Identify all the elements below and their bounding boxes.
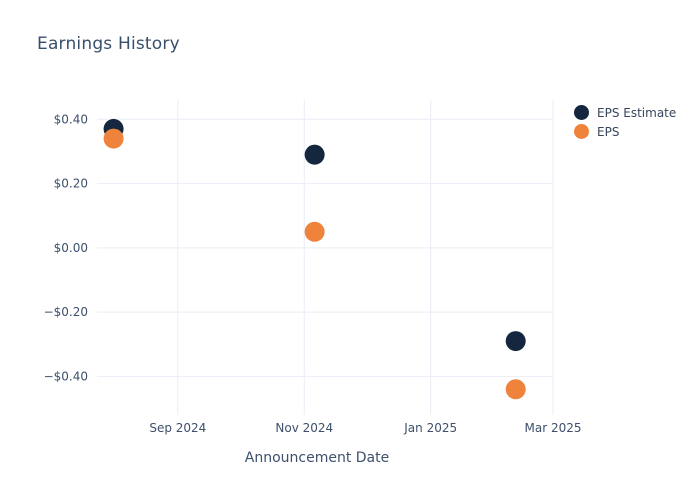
legend-label-eps: EPS	[597, 124, 620, 139]
x-axis-tick-label: Jan 2025	[403, 421, 457, 435]
y-axis-tick-label: $0.40	[54, 112, 88, 126]
eps-estimate-marker-icon	[574, 105, 589, 120]
x-axis-tick-label: Mar 2025	[525, 421, 582, 435]
x-axis-tick-label: Sep 2024	[149, 421, 206, 435]
data-point-eps[interactable]	[304, 221, 325, 242]
data-point-eps-estimate[interactable]	[505, 331, 526, 352]
legend: EPS Estimate EPS	[574, 105, 676, 139]
x-axis-tick-label: Nov 2024	[275, 421, 333, 435]
x-axis-title: Announcement Date	[245, 450, 389, 466]
y-axis-tick-label: $0.00	[54, 241, 88, 255]
data-point-eps[interactable]	[505, 379, 526, 400]
legend-item-eps-estimate[interactable]: EPS Estimate	[574, 105, 676, 120]
y-axis-tick-label: $0.20	[54, 177, 88, 191]
data-point-eps[interactable]	[103, 128, 124, 149]
chart-title: Earnings History	[37, 34, 180, 54]
data-point-eps-estimate[interactable]	[304, 144, 325, 165]
y-axis-tick-label: −$0.20	[44, 305, 88, 319]
y-axis-tick-label: −$0.40	[44, 369, 88, 383]
legend-label-eps-estimate: EPS Estimate	[597, 105, 677, 120]
legend-item-eps[interactable]: EPS	[574, 124, 676, 139]
eps-marker-icon	[574, 124, 589, 139]
